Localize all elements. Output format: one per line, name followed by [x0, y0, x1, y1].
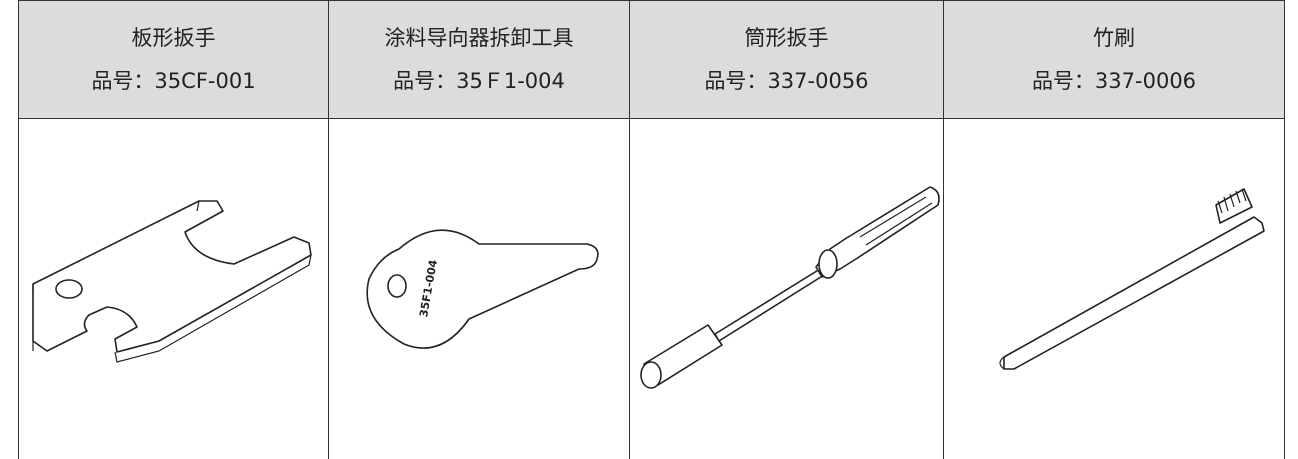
- plate-wrench-illustration: [19, 119, 328, 459]
- part-number: 品号：337-0056: [630, 60, 943, 103]
- image-cell: [630, 119, 944, 459]
- image-cell: [944, 119, 1285, 459]
- brush-illustration: [944, 119, 1284, 459]
- image-row: 35F1-004: [19, 119, 1285, 459]
- image-cell: 35F1-004: [329, 119, 630, 459]
- header-cell: 竹刷品号：337-0006: [944, 1, 1285, 119]
- tool-name: 竹刷: [944, 17, 1284, 60]
- tool-name: 筒形扳手: [630, 17, 943, 60]
- header-cell: 板形扳手品号：35CF-001: [19, 1, 329, 119]
- part-number: 品号：337-0006: [944, 60, 1284, 103]
- key-tool-illustration: 35F1-004: [329, 119, 629, 459]
- tool-name: 板形扳手: [19, 17, 328, 60]
- image-cell: [19, 119, 329, 459]
- part-number: 品号：35CF-001: [19, 60, 328, 103]
- header-cell: 涂料导向器拆卸工具品号：35Ｆ1-004: [329, 1, 630, 119]
- header-cell: 筒形扳手品号：337-0056: [630, 1, 944, 119]
- part-number: 品号：35Ｆ1-004: [329, 60, 629, 103]
- socket-wrench-illustration: [630, 119, 943, 459]
- header-row: 板形扳手品号：35CF-001 涂料导向器拆卸工具品号：35Ｆ1-004 筒形扳…: [19, 1, 1285, 119]
- tool-name: 涂料导向器拆卸工具: [329, 17, 629, 60]
- tool-table: 板形扳手品号：35CF-001 涂料导向器拆卸工具品号：35Ｆ1-004 筒形扳…: [18, 0, 1285, 459]
